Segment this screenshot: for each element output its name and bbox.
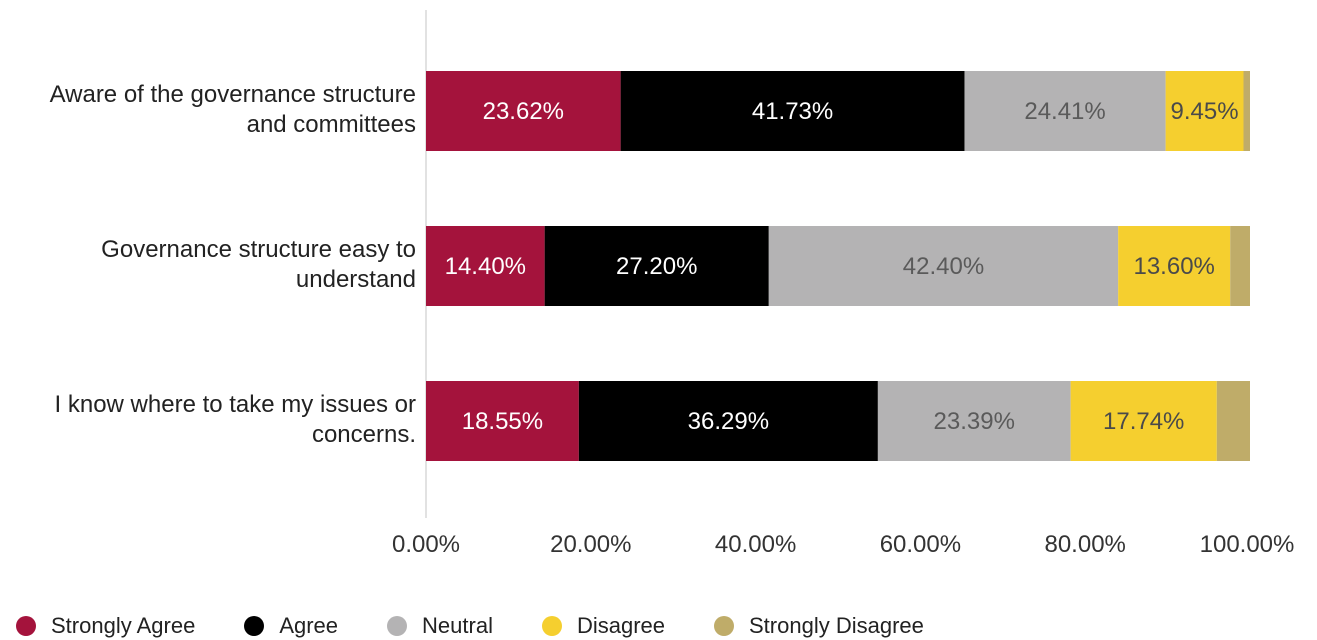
data-label: 23.39% [934,408,1015,435]
data-label: 41.73% [752,98,833,125]
legend-marker-icon [16,616,36,636]
stacked-bar-chart: 23.62% 41.73% 24.41% 9.45% 14.40% 27.20% 42.40… [50,10,1294,558]
data-label: 24.41% [1024,98,1105,125]
bar-segment-strongly-agree [426,381,579,461]
bar-segment-strongly-disagree [1243,71,1250,151]
legend-label: Disagree [576,613,665,638]
bars-group: 23.62% 41.73% 24.41% 9.45% 14.40% 27.20% 42.40… [426,71,1250,461]
data-label: 27.20% [616,253,697,280]
legend-label: Agree [279,613,339,638]
x-tick-label: 60.00% [880,531,961,558]
data-label: 42.40% [903,253,984,280]
legend-marker-icon [244,616,265,636]
category-label: concerns. [312,421,416,448]
legend-item: Strongly Disagree [698,613,924,639]
x-tick-label: 100.00% [1200,531,1295,558]
bar-segment-agree [578,381,878,461]
data-label: 17.74% [1103,408,1184,435]
legend-label: Neutral [422,613,493,638]
bar-segment-neutral [964,71,1166,151]
data-label: 18.55% [462,408,543,435]
data-label: 23.62% [483,98,564,125]
category-label: Governance structure easy to [101,236,416,263]
category-label: I know where to take my issues or [55,391,416,418]
data-label: 13.60% [1133,253,1214,280]
x-tick-label: 80.00% [1044,531,1125,558]
bar-segment-strongly-disagree [1230,226,1250,306]
data-label: 9.45% [1171,98,1239,125]
legend: Strongly Agree Agree Neutral Disagree Strong… [0,612,957,640]
bar-segment-neutral [877,381,1071,461]
bar-segment-disagree [1070,381,1217,461]
x-tick-label: 0.00% [392,531,460,558]
bar-segment-strongly-agree [426,226,545,306]
legend-label: Strongly Agree [51,613,196,638]
legend-marker-icon [387,616,408,636]
bar-segment-agree [620,71,965,151]
legend-item: Disagree [526,613,665,639]
category-label: understand [296,266,416,293]
legend-item: Agree [228,613,338,639]
data-label: 14.40% [445,253,526,280]
x-tick-label: 40.00% [715,531,796,558]
legend-item: Strongly Agree [0,613,195,639]
bar-segment-disagree [1165,71,1244,151]
bar-segment-agree [544,226,769,306]
x-tick-label: 20.00% [550,531,631,558]
legend-marker-icon [541,616,562,636]
bar-segment-strongly-disagree [1216,381,1250,461]
category-label: and committees [247,111,416,138]
bar-segment-neutral [768,226,1119,306]
legend-item: Neutral [371,613,493,639]
data-label: 36.29% [688,408,769,435]
x-axis-ticks: 0.00% 20.00% 40.00% 60.00% 80.00% 100.00% [392,531,1294,558]
category-label: Aware of the governance structure [50,81,416,108]
category-labels: Aware of the governance structure and com… [50,81,416,448]
bar-segment-strongly-agree [426,71,621,151]
legend-marker-icon [714,616,734,636]
legend-label: Strongly Disagree [749,613,924,638]
bar-segment-disagree [1118,226,1231,306]
